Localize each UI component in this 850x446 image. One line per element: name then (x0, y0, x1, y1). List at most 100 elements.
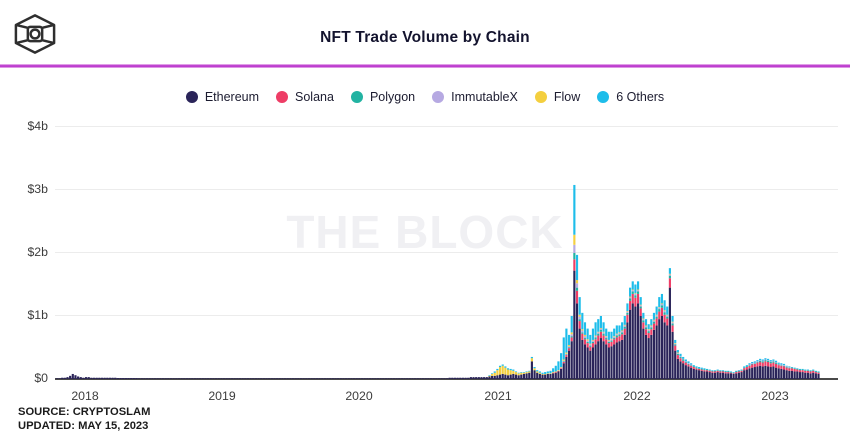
bar-segment-immutablex[interactable] (753, 362, 756, 364)
bar-segment-ethereum[interactable] (100, 377, 104, 379)
bar-segment-flow[interactable] (565, 352, 568, 354)
bar-segment-ethereum[interactable] (273, 378, 276, 379)
bar-segment-ethereum[interactable] (270, 378, 273, 379)
bar-segment-6-others[interactable] (623, 316, 626, 325)
bar-segment-ethereum[interactable] (355, 378, 358, 379)
bar-segment-6-others[interactable] (674, 339, 677, 344)
bar-segment-6-others[interactable] (629, 287, 632, 297)
bar-segment-6-others[interactable] (570, 316, 573, 333)
bar-segment-polygon[interactable] (756, 361, 759, 363)
bar-segment-ethereum[interactable] (217, 378, 220, 379)
bar-segment-ethereum[interactable] (546, 373, 549, 379)
bar-segment-ethereum[interactable] (570, 341, 573, 379)
bar-segment-flow[interactable] (618, 332, 621, 334)
bar-segment-6-others[interactable] (782, 363, 786, 366)
bar-segment-6-others[interactable] (650, 319, 653, 326)
bar-segment-6-others[interactable] (573, 184, 576, 235)
bar-segment-ethereum[interactable] (294, 378, 297, 379)
bar-segment-ethereum[interactable] (212, 378, 215, 379)
bar-segment-ethereum[interactable] (472, 377, 475, 379)
bar-segment-6-others[interactable] (599, 316, 602, 328)
bar-segment-polygon[interactable] (660, 305, 664, 308)
bar-segment-immutablex[interactable] (626, 311, 629, 313)
bar-segment-solana[interactable] (719, 371, 722, 373)
bar-segment-ethereum[interactable] (422, 378, 425, 379)
bar-segment-flow[interactable] (491, 373, 494, 376)
bar-segment-solana[interactable] (554, 372, 557, 373)
bar-segment-ethereum[interactable] (329, 378, 332, 379)
bar-segment-ethereum[interactable] (562, 363, 565, 379)
bar-segment-immutablex[interactable] (636, 290, 640, 292)
bar-segment-polygon[interactable] (605, 338, 608, 340)
bar-segment-6-others[interactable] (562, 337, 565, 360)
bar-segment-polygon[interactable] (698, 368, 701, 369)
bar-segment-6-others[interactable] (634, 284, 637, 294)
bar-segment-immutablex[interactable] (756, 361, 759, 362)
bar-segment-ethereum[interactable] (379, 378, 382, 379)
bar-segment-polygon[interactable] (618, 334, 621, 337)
bar-segment-polygon[interactable] (671, 323, 674, 326)
bar-segment-6-others[interactable] (724, 370, 727, 372)
bar-segment-immutablex[interactable] (647, 329, 650, 332)
bar-segment-solana[interactable] (565, 355, 568, 357)
bar-segment-ethereum[interactable] (98, 377, 101, 379)
bar-segment-polygon[interactable] (796, 368, 799, 370)
bar-segment-6-others[interactable] (530, 356, 533, 359)
bar-segment-polygon[interactable] (777, 364, 780, 366)
bar-segment-solana[interactable] (756, 362, 759, 367)
bar-segment-solana[interactable] (610, 341, 613, 347)
bar-segment-solana[interactable] (586, 343, 589, 348)
bar-segment-6-others[interactable] (793, 367, 796, 369)
bar-segment-ethereum[interactable] (191, 378, 194, 379)
bar-segment-polygon[interactable] (740, 370, 743, 371)
bar-segment-ethereum[interactable] (403, 378, 406, 379)
bar-segment-6-others[interactable] (605, 328, 608, 337)
bar-segment-6-others[interactable] (748, 363, 751, 365)
bar-segment-ethereum[interactable] (146, 378, 149, 379)
bar-segment-6-others[interactable] (682, 356, 685, 359)
bar-segment-ethereum[interactable] (77, 376, 80, 379)
bar-segment-immutablex[interactable] (623, 325, 626, 327)
bar-segment-ethereum[interactable] (268, 378, 271, 379)
bar-segment-solana[interactable] (639, 308, 642, 316)
bar-segment-solana[interactable] (597, 335, 600, 342)
bar-segment-ethereum[interactable] (629, 309, 632, 379)
bar-segment-ethereum[interactable] (605, 344, 608, 379)
bar-segment-ethereum[interactable] (151, 378, 154, 379)
bar-segment-ethereum[interactable] (475, 377, 478, 379)
legend-item-immutablex[interactable]: ImmutableX (432, 90, 518, 104)
bar-segment-immutablex[interactable] (602, 332, 605, 334)
bar-segment-ethereum[interactable] (666, 325, 669, 379)
bar-segment-ethereum[interactable] (148, 378, 151, 379)
bar-segment-solana[interactable] (735, 372, 738, 374)
bar-segment-ethereum[interactable] (376, 378, 380, 379)
bar-segment-polygon[interactable] (759, 360, 762, 362)
bar-segment-polygon[interactable] (652, 321, 656, 324)
bar-segment-solana[interactable] (560, 368, 563, 369)
bar-segment-solana[interactable] (711, 371, 714, 373)
bar-segment-polygon[interactable] (621, 332, 624, 335)
bar-segment-polygon[interactable] (650, 327, 653, 330)
bar-segment-ethereum[interactable] (297, 378, 300, 379)
bar-segment-flow[interactable] (546, 373, 549, 374)
bar-segment-6-others[interactable] (583, 322, 587, 335)
bar-segment-ethereum[interactable] (71, 373, 74, 379)
bar-segment-solana[interactable] (615, 337, 618, 343)
bar-segment-polygon[interactable] (785, 367, 788, 368)
bar-segment-solana[interactable] (774, 363, 778, 368)
bar-segment-6-others[interactable] (557, 361, 560, 371)
bar-segment-solana[interactable] (788, 368, 791, 371)
bar-segment-solana[interactable] (705, 370, 709, 372)
bar-segment-ethereum[interactable] (183, 378, 186, 379)
bar-segment-ethereum[interactable] (411, 378, 414, 379)
bar-segment-ethereum[interactable] (655, 325, 658, 379)
bar-segment-ethereum[interactable] (265, 378, 268, 379)
bar-segment-ethereum[interactable] (69, 375, 72, 379)
bar-segment-ethereum[interactable] (427, 378, 430, 379)
bar-segment-6-others[interactable] (597, 319, 600, 332)
bar-segment-flow[interactable] (560, 367, 563, 368)
bar-segment-ethereum[interactable] (66, 377, 69, 379)
bar-segment-ethereum[interactable] (321, 378, 324, 379)
bar-segment-solana[interactable] (605, 339, 608, 345)
bar-segment-6-others[interactable] (610, 331, 613, 339)
